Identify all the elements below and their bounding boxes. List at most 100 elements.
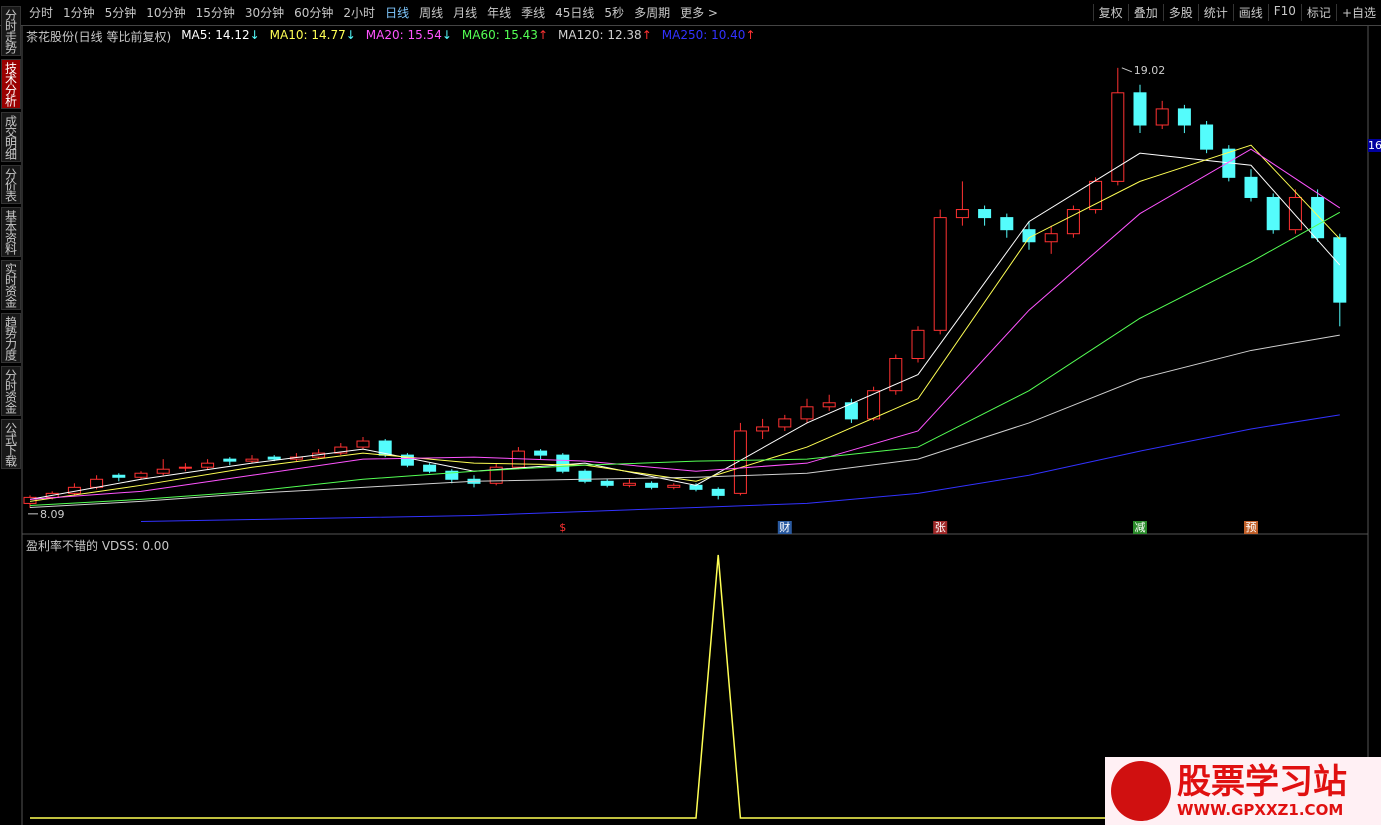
tool-button[interactable]: 画线 xyxy=(1232,4,1268,21)
indicator-title: 盈利率不错的 VDSS: 0.00 xyxy=(26,539,170,553)
legend-trend: ↑ xyxy=(745,28,756,42)
stock-title: 茶花股份(日线 等比前复权) xyxy=(26,30,172,44)
tool-button[interactable]: 统计 xyxy=(1197,4,1233,21)
period-button[interactable]: 30分钟 xyxy=(244,6,285,20)
candle-body xyxy=(1022,229,1036,243)
candle-body xyxy=(267,456,281,460)
toolbar: 分时 1分钟 5分钟 10分钟 15分钟 30分钟 60分钟 2小时 日线 周线 月线 年线 季线 45日… xyxy=(0,0,1381,26)
side-tab[interactable]: 分价表 xyxy=(1,165,21,204)
watermark-text: 股票学习站 WWW.GPXXZ1.COM xyxy=(1177,763,1347,819)
low-label: 8.09 xyxy=(40,508,65,521)
period-button[interactable]: 多周期 xyxy=(634,6,671,20)
period-button[interactable]: 月线 xyxy=(453,6,478,20)
event-label: 预 xyxy=(1246,521,1257,534)
period-button[interactable]: 日线 xyxy=(385,6,410,20)
legend-trend: ↓ xyxy=(441,28,452,42)
legend: 茶花股份(日线 等比前复权) MA5: 14.12↓ MA10: 14.77↓ MA2… xyxy=(26,28,756,45)
event-badge xyxy=(933,521,948,534)
legend-label: MA5: 14.12 xyxy=(181,28,250,42)
legend-trend: ↑ xyxy=(641,28,652,42)
legend-entry: MA60: 15.43↑ xyxy=(462,28,548,45)
watermark: 股票学习站 WWW.GPXXZ1.COM xyxy=(1105,757,1381,825)
period-button[interactable]: 年线 xyxy=(487,6,512,20)
candle-body xyxy=(933,217,947,331)
period-button[interactable]: 60分钟 xyxy=(294,6,334,20)
side-tab[interactable]: 趋势力度 xyxy=(1,313,21,363)
candle-body xyxy=(978,209,992,219)
candle-body xyxy=(201,462,215,468)
period-bar: 分时 1分钟 5分钟 10分钟 15分钟 30分钟 60分钟 2小时 日线 周线 月线 年线 季线 45日… xyxy=(24,4,723,21)
high-pointer xyxy=(1121,67,1132,73)
legend-trend: ↓ xyxy=(249,28,260,42)
legend-entry: MA120: 12.38↑ xyxy=(558,28,652,45)
candle-body xyxy=(223,458,237,462)
candle-body xyxy=(134,472,148,478)
candle-body xyxy=(1155,108,1169,126)
candle-body xyxy=(1133,92,1147,126)
candle-body xyxy=(1177,108,1191,126)
candle-body xyxy=(112,474,126,478)
tool-button[interactable]: 多股 xyxy=(1162,4,1198,21)
period-button[interactable]: 5秒 xyxy=(604,6,625,20)
period-button[interactable]: 分时 xyxy=(29,6,54,20)
event-label: 减 xyxy=(1135,521,1146,534)
event-badge xyxy=(1244,521,1258,534)
legend-label: MA60: 15.43 xyxy=(461,28,538,42)
candle-body xyxy=(1044,233,1058,243)
period-button[interactable]: 季线 xyxy=(521,6,546,20)
ma-line xyxy=(29,334,1340,508)
side-tabs: 分时走势技术分析成交明细分价表基本资料实时资金趋势力度分时资金公式下载 xyxy=(0,6,22,472)
period-button[interactable]: 45日线 xyxy=(555,6,595,20)
watermark-url: WWW.GPXXZ1.COM xyxy=(1177,801,1344,819)
period-button[interactable]: 5分钟 xyxy=(104,6,137,20)
tool-button[interactable]: 叠加 xyxy=(1127,4,1163,21)
legend-trend: ↓ xyxy=(345,28,356,42)
side-tab[interactable]: 技术分析 xyxy=(1,59,21,109)
candle-body xyxy=(955,209,969,219)
candle-body xyxy=(600,480,614,486)
side-tab[interactable]: 分时资金 xyxy=(1,366,21,416)
legend-entry: MA20: 15.54↓ xyxy=(366,28,452,45)
candle-body xyxy=(1089,180,1103,211)
ma-line xyxy=(29,148,1341,500)
tool-button[interactable]: 复权 xyxy=(1092,4,1128,21)
period-button[interactable]: 2小时 xyxy=(343,6,376,20)
candle-body xyxy=(578,470,592,482)
side-tab[interactable]: 实时资金 xyxy=(1,260,21,310)
legend-label: MA120: 12.38 xyxy=(558,28,642,42)
period-button[interactable]: 15分钟 xyxy=(195,6,235,20)
high-label: 19.02 xyxy=(1134,64,1166,77)
candle-body xyxy=(356,440,370,448)
candle-body xyxy=(844,402,858,420)
legend-label: MA20: 15.54 xyxy=(365,28,442,42)
candle-body xyxy=(534,450,548,456)
candle-body xyxy=(867,390,881,420)
period-button[interactable]: 10分钟 xyxy=(146,6,186,20)
period-button[interactable]: 更多 > xyxy=(680,6,718,20)
period-button[interactable]: 1分钟 xyxy=(63,6,95,20)
watermark-title: 股票学习站 xyxy=(1177,762,1347,802)
candle-body xyxy=(1200,124,1214,150)
tool-button[interactable]: +自选 xyxy=(1335,4,1381,21)
side-tab[interactable]: 基本资料 xyxy=(1,207,21,257)
candle-body xyxy=(156,468,170,474)
candle-body xyxy=(334,446,348,454)
event-badge xyxy=(1133,521,1147,534)
tool-button[interactable]: 标记 xyxy=(1300,4,1336,21)
candle-body xyxy=(1000,217,1014,231)
candle-body xyxy=(778,418,792,428)
tool-button[interactable]: F10 xyxy=(1267,4,1301,21)
side-tab[interactable]: 成交明细 xyxy=(1,112,21,162)
candle-body xyxy=(689,484,703,490)
logo xyxy=(1111,761,1171,821)
period-button[interactable]: 周线 xyxy=(419,6,444,20)
candle-body xyxy=(1244,176,1258,198)
side-tab[interactable]: 公式下载 xyxy=(1,419,21,469)
candle-body xyxy=(178,466,192,469)
side-tab[interactable]: 分时走势 xyxy=(1,6,21,56)
event-label: 张 xyxy=(935,521,946,534)
legend-label: MA250: 10.40 xyxy=(661,28,746,42)
candle-body xyxy=(822,402,836,408)
legend-entry: MA250: 10.40↑ xyxy=(662,28,756,45)
